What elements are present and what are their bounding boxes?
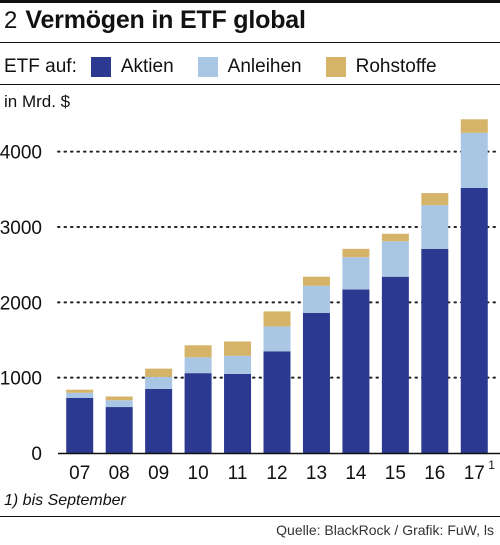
x-tick-label-12: 12 xyxy=(266,463,287,484)
bar-11-anleihen xyxy=(224,355,252,374)
y-tick-label-3000: 3000 xyxy=(0,218,42,239)
bar-14-aktien xyxy=(342,289,370,453)
legend-label-aktien: Aktien xyxy=(120,56,174,77)
bar-17-rohstoffe xyxy=(460,119,488,133)
legend-label-rohstoffe: Rohstoffe xyxy=(355,56,437,77)
title-rule xyxy=(0,42,500,43)
bar-17-anleihen xyxy=(460,132,488,188)
bar-14-anleihen xyxy=(342,257,370,290)
bar-07-rohstoffe xyxy=(66,389,94,393)
y-tick-label-2000: 2000 xyxy=(0,293,42,314)
legend-label-anleihen: Anleihen xyxy=(227,56,302,77)
bar-09-rohstoffe xyxy=(145,368,173,377)
bar-12-rohstoffe xyxy=(263,311,291,327)
footnote: 1) bis September xyxy=(4,492,126,509)
x-tick-label-14: 14 xyxy=(345,463,367,484)
bar-08-rohstoffe xyxy=(105,396,133,401)
chart-title: Vermögen in ETF global xyxy=(25,6,306,34)
x-tick-label-17: 17 xyxy=(464,463,485,484)
footer-rule xyxy=(0,516,500,517)
bar-12-anleihen xyxy=(263,326,291,352)
bar-17-aktien xyxy=(460,187,488,453)
bar-12-aktien xyxy=(263,351,291,453)
top-rule xyxy=(0,0,500,3)
bar-16-rohstoffe xyxy=(421,193,449,206)
bar-14-rohstoffe xyxy=(342,248,370,258)
bar-07-anleihen xyxy=(66,392,94,399)
y-tick-label-1000: 1000 xyxy=(0,369,42,390)
bar-10-anleihen xyxy=(184,357,212,374)
bar-15-aktien xyxy=(381,276,409,453)
x-tick-label-13: 13 xyxy=(306,463,327,484)
x-tick-label-10: 10 xyxy=(188,463,209,484)
x-tick-label-16: 16 xyxy=(424,463,445,484)
bar-08-anleihen xyxy=(105,400,133,408)
bar-10-aktien xyxy=(184,373,212,453)
bar-10-rohstoffe xyxy=(184,345,212,358)
bar-15-anleihen xyxy=(381,241,409,277)
bar-11-aktien xyxy=(224,373,252,453)
y-tick-label-0: 0 xyxy=(31,444,42,465)
legend-rule xyxy=(0,84,500,85)
legend-item-rohstoffe: Rohstoffe xyxy=(325,56,437,78)
legend-swatch-aktien xyxy=(90,57,111,77)
chart-number: 2 xyxy=(4,7,18,34)
x-tick-label-11: 11 xyxy=(228,463,248,484)
legend-prefix: ETF auf: xyxy=(4,56,77,77)
bar-16-anleihen xyxy=(421,205,449,249)
chart-header: 2 Vermögen in ETF global xyxy=(4,6,306,42)
legend-swatch-anleihen xyxy=(197,57,218,77)
bar-13-anleihen xyxy=(302,285,330,313)
x-tick-label-08: 08 xyxy=(109,463,130,484)
bar-15-rohstoffe xyxy=(381,233,409,242)
stacked-bar-chart: 0 1000 2000 3000 4000 07 08 09 10 11 12 13 14 15 16 17 1 xyxy=(0,119,500,484)
source-credit: Quelle: BlackRock / Grafik: FuW, ls xyxy=(276,522,494,538)
legend-swatch-rohstoffe xyxy=(325,57,346,77)
bar-13-rohstoffe xyxy=(302,276,330,286)
bar-09-aktien xyxy=(145,388,173,453)
y-tick-label-4000: 4000 xyxy=(0,143,42,164)
x-tick-label-15: 15 xyxy=(385,463,406,484)
x-tick-label-09: 09 xyxy=(148,463,169,484)
bar-07-aktien xyxy=(66,398,94,453)
x-tick-label-07: 07 xyxy=(69,463,90,484)
bar-16-aktien xyxy=(421,248,449,453)
x-tick-superscript-17: 1 xyxy=(488,458,495,472)
legend-item-aktien: Aktien xyxy=(90,56,174,78)
legend: ETF auf: Aktien Anleihen Rohstoffe xyxy=(4,52,461,82)
bar-08-aktien xyxy=(105,407,133,453)
bar-11-rohstoffe xyxy=(224,341,252,356)
legend-item-anleihen: Anleihen xyxy=(197,56,302,78)
bar-13-aktien xyxy=(302,312,330,453)
unit-label: in Mrd. $ xyxy=(4,92,71,111)
bar-09-anleihen xyxy=(145,376,173,389)
